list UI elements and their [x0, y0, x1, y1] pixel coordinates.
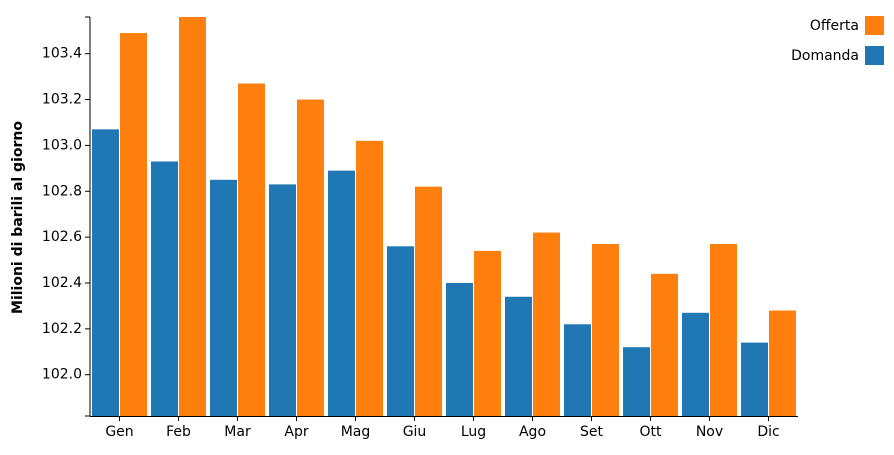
bar-offerta-ago — [533, 232, 560, 416]
legend-label-offerta: Offerta — [810, 18, 859, 34]
x-tick-label: Feb — [166, 424, 191, 440]
legend-swatch-domanda — [865, 46, 884, 65]
bar-domanda-gen — [92, 129, 119, 417]
legend: Offerta Domanda — [791, 16, 884, 65]
y-tick-label: 103.4 — [42, 46, 82, 62]
bar-offerta-lug — [474, 250, 501, 416]
bar-domanda-dic — [741, 342, 768, 416]
bar-offerta-mar — [238, 83, 265, 416]
x-tick-label: Dic — [757, 424, 779, 440]
x-tick-label: Mag — [341, 424, 371, 440]
bar-offerta-dic — [769, 310, 796, 416]
y-tick-label: 102.8 — [42, 183, 82, 199]
x-tick-label: Nov — [696, 424, 723, 440]
bar-domanda-apr — [269, 184, 296, 416]
y-tick-label: 103.0 — [42, 137, 82, 153]
bar-offerta-apr — [297, 99, 324, 417]
bar-offerta-mag — [356, 140, 383, 416]
bar-domanda-ott — [623, 347, 650, 416]
bar-offerta-ott — [651, 273, 678, 416]
bar-domanda-nov — [682, 312, 709, 416]
x-axis: Gen Feb Mar Apr Mag Giu Lug Ago Set Ott Nov Dic — [90, 416, 798, 440]
bar-domanda-feb — [151, 161, 178, 416]
y-axis: 102.0 102.2 102.4 102.6 102.8 103.0 103.2 103.4 — [42, 16, 91, 417]
bar-offerta-gen — [120, 33, 147, 417]
x-tick-label: Set — [580, 424, 604, 440]
x-tick-label: Ago — [519, 424, 546, 440]
y-tick-label: 102.2 — [42, 321, 82, 337]
bar-offerta-feb — [179, 17, 206, 416]
legend-label-domanda: Domanda — [791, 48, 859, 64]
y-tick-label: 103.2 — [42, 92, 82, 108]
legend-swatch-offerta — [865, 16, 884, 35]
y-tick-label: 102.4 — [42, 275, 82, 291]
bar-domanda-ago — [505, 296, 532, 416]
bar-domanda-set — [564, 324, 591, 416]
y-axis-title: Milioni di barili al giorno — [10, 121, 26, 314]
x-tick-label: Apr — [284, 424, 308, 440]
bar-domanda-lug — [446, 283, 473, 416]
bar-offerta-set — [592, 244, 619, 416]
bar-offerta-giu — [415, 186, 442, 416]
bar-offerta-nov — [710, 244, 737, 416]
bars-group — [92, 17, 796, 417]
bar-domanda-mar — [210, 179, 237, 416]
bar-domanda-giu — [387, 246, 414, 416]
y-tick-label: 102.6 — [42, 229, 82, 245]
x-tick-label: Ott — [640, 424, 663, 440]
x-tick-label: Gen — [105, 424, 133, 440]
x-tick-label: Lug — [461, 424, 486, 440]
x-tick-label: Giu — [403, 424, 427, 440]
x-tick-label: Mar — [224, 424, 251, 440]
bar-domanda-mag — [328, 170, 355, 416]
y-tick-label: 102.0 — [42, 367, 82, 383]
